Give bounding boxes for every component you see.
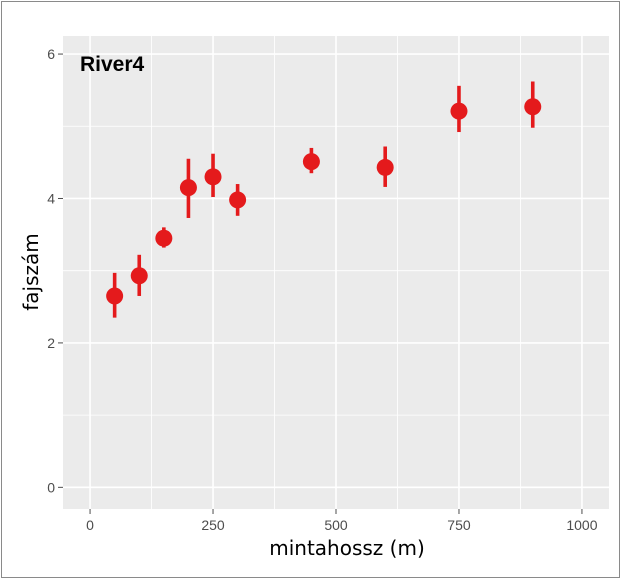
x-tick-label: 500 <box>324 517 348 533</box>
data-point <box>524 98 542 116</box>
y-axis-title: fajszám <box>19 233 43 311</box>
data-points <box>106 98 542 305</box>
y-tick-label: 2 <box>47 335 55 351</box>
data-point <box>450 102 468 120</box>
y-tick-label: 0 <box>47 479 55 495</box>
x-tick-label: 250 <box>201 517 225 533</box>
data-point <box>204 168 222 186</box>
x-tick-label: 0 <box>86 517 94 533</box>
data-point <box>155 229 173 247</box>
data-point <box>229 191 247 209</box>
x-tick-label: 1000 <box>566 517 597 533</box>
chart-annotation: River4 <box>80 53 145 76</box>
data-point <box>130 267 148 285</box>
x-tick-label: 750 <box>447 517 471 533</box>
data-point <box>302 153 320 171</box>
axis-ticks <box>58 53 583 514</box>
y-tick-label: 6 <box>47 46 55 62</box>
data-point <box>376 158 394 176</box>
data-point <box>179 179 197 197</box>
data-point <box>106 287 124 305</box>
tick-labels: 0 250 500 750 1000 0 2 4 6 <box>47 46 598 533</box>
y-tick-label: 4 <box>47 190 55 206</box>
x-axis-title: mintahossz (m) <box>269 536 425 560</box>
